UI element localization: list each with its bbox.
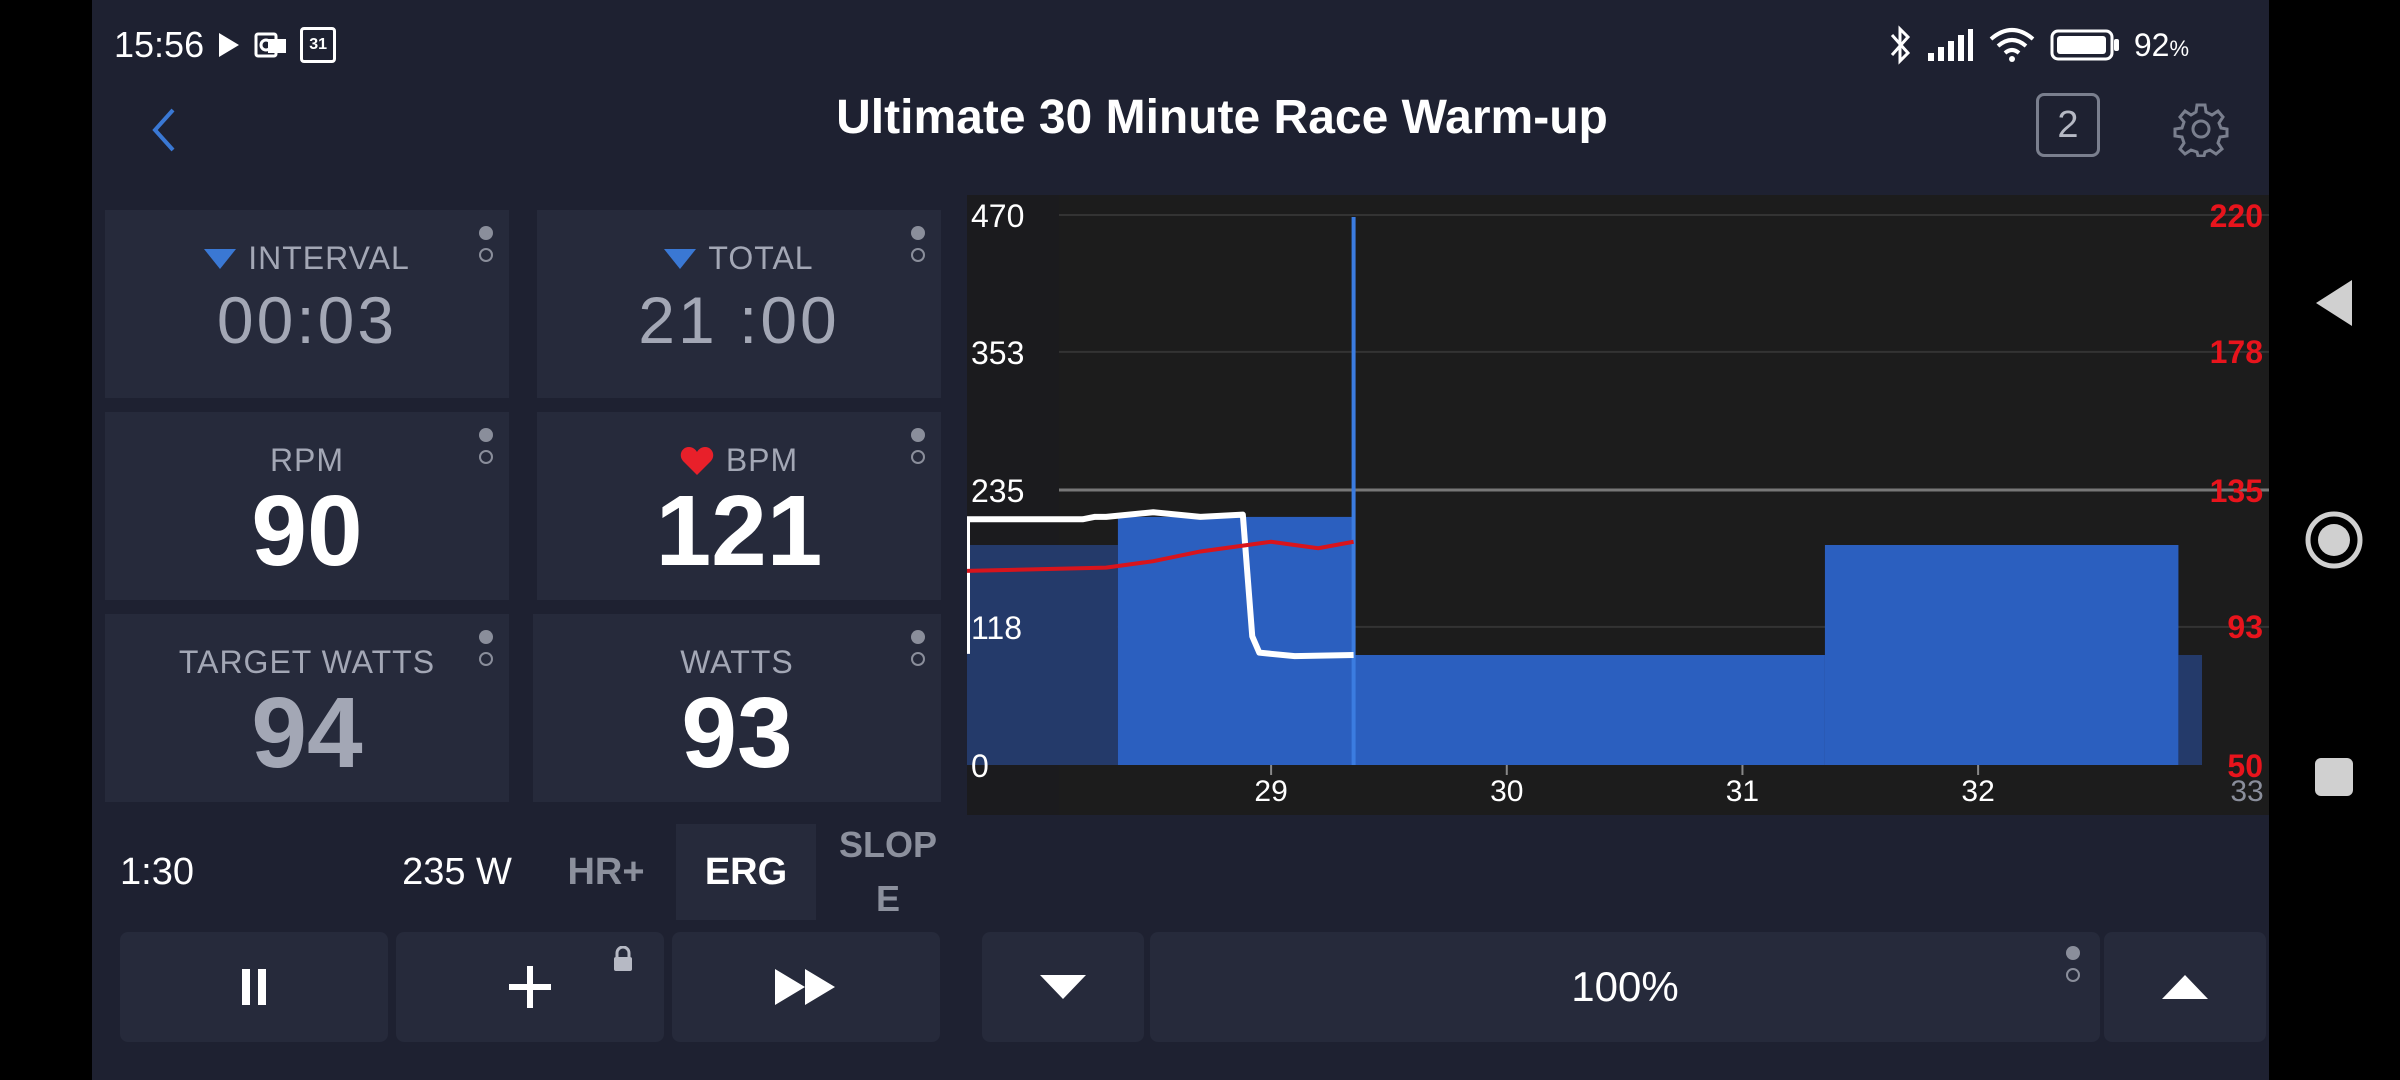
triangle-down-icon (1040, 975, 1086, 999)
target-watts-value: 94 (251, 677, 363, 789)
left-axis-tick-0: 0 (971, 748, 989, 784)
bpm-value: 121 (655, 475, 823, 587)
target-segment-0 (967, 545, 1118, 765)
watts-value: 93 (681, 677, 793, 789)
nav-home-icon[interactable] (2304, 510, 2364, 570)
app-window: 15:56 31 92% Ultimate 30 Minute Race War… (92, 0, 2269, 1080)
left-axis-tick-118: 118 (971, 610, 1022, 646)
decrease-intensity-button[interactable] (982, 932, 1144, 1042)
gear-icon (2173, 103, 2229, 157)
total-tile[interactable]: TOTAL 21 :00 (537, 210, 941, 398)
hr-plus-mode-button[interactable]: HR+ (567, 850, 645, 893)
target-segment-1 (1117, 516, 1354, 765)
settings-button[interactable] (2169, 97, 2233, 161)
watts-tile[interactable]: WATTS 93 (533, 614, 941, 802)
intensity-control[interactable]: 100% (1150, 932, 2100, 1042)
rpm-value: 90 (251, 475, 363, 587)
workout-chart[interactable]: 0 118 235 353 470 50 93 135 178 220 29 30 31 32 33 (967, 195, 2269, 815)
intensity-value: 100% (1571, 963, 1679, 1010)
heart-icon (680, 446, 714, 475)
bpm-label: BPM (725, 442, 799, 478)
battery-icon (2050, 29, 2119, 61)
rpm-label: RPM (269, 442, 345, 478)
increase-intensity-button[interactable] (2104, 932, 2266, 1042)
x-axis-tick-33: 33 (2230, 775, 2263, 808)
left-axis-tick-470: 470 (971, 198, 1024, 234)
calendar-icon: 31 (300, 27, 337, 63)
target-watts-label: TARGET WATTS (178, 644, 436, 680)
target-watts-tile[interactable]: TARGET WATTS 94 (105, 614, 509, 802)
wifi-icon (1989, 28, 2035, 62)
status-bar-right: 92% (1888, 22, 2189, 68)
pause-button[interactable] (120, 932, 388, 1042)
heart-rate-line (967, 539, 1354, 573)
watts-label: WATTS (680, 644, 794, 680)
fast-forward-icon (775, 969, 835, 1005)
interval-value: 00:03 (216, 283, 398, 357)
bluetooth-icon (1890, 25, 1910, 65)
pause-icon (242, 969, 266, 1005)
page-dots-icon (911, 428, 927, 464)
ftp-readout[interactable]: 235 W (402, 850, 512, 893)
target-segment-2 (1353, 655, 1825, 765)
interval-time-readout: 1:30 (120, 850, 194, 893)
triangle-up-icon (2162, 975, 2208, 999)
page-dots-icon (911, 226, 927, 262)
nav-back-icon[interactable] (2312, 278, 2356, 328)
target-segment-4 (2178, 655, 2202, 765)
collapse-triangle-icon (664, 248, 697, 269)
right-axis-tick-50: 50 (2227, 748, 2263, 784)
page-dots-icon (911, 630, 927, 666)
right-axis-tick-220: 220 (2210, 198, 2263, 234)
x-axis-tick-31: 31 (1726, 775, 1759, 808)
add-interval-button[interactable] (396, 932, 664, 1042)
left-axis-tick-353: 353 (971, 335, 1024, 371)
page-dots-icon (479, 226, 495, 262)
erg-mode-button[interactable]: ERG (676, 824, 816, 920)
outlook-icon (254, 32, 287, 58)
plus-icon (509, 966, 551, 1008)
interval-label: INTERVAL (248, 240, 410, 276)
right-axis-tick-178: 178 (2210, 334, 2263, 370)
play-store-icon (219, 33, 240, 57)
rpm-tile[interactable]: RPM 90 (105, 412, 509, 600)
window-count-button[interactable]: 2 (2036, 93, 2100, 157)
interval-tile[interactable]: INTERVAL 00:03 (105, 210, 509, 398)
total-label: TOTAL (708, 240, 814, 276)
battery-percentage: 92% (2133, 26, 2189, 63)
lock-icon (614, 946, 632, 971)
right-axis-tick-135: 135 (2210, 473, 2263, 509)
bpm-tile[interactable]: BPM 121 (537, 412, 941, 600)
slope-mode-button[interactable]: SLOP E (838, 824, 937, 919)
workout-title: Ultimate 30 Minute Race Warm-up (836, 91, 1608, 144)
back-button[interactable] (132, 98, 196, 162)
x-axis-tick-30: 30 (1490, 775, 1523, 808)
total-value: 21 :00 (638, 283, 840, 357)
chevron-left-icon (152, 108, 175, 152)
nav-recents-icon[interactable] (2313, 756, 2355, 798)
skip-forward-button[interactable] (672, 932, 940, 1042)
page-dots-icon (479, 630, 495, 666)
left-axis-tick-235: 235 (971, 473, 1024, 509)
x-axis-tick-32: 32 (1961, 775, 1994, 808)
status-bar-left: 15:56 31 (114, 22, 337, 68)
right-axis-tick-93: 93 (2227, 609, 2263, 645)
signal-icon (1927, 29, 1973, 61)
collapse-triangle-icon (204, 248, 237, 269)
status-clock: 15:56 (114, 24, 205, 65)
page-dots-icon (2066, 946, 2082, 982)
target-segment-3 (1824, 545, 2179, 765)
page-dots-icon (479, 428, 495, 464)
x-axis-tick-29: 29 (1254, 775, 1287, 808)
watts-line (967, 509, 1354, 660)
